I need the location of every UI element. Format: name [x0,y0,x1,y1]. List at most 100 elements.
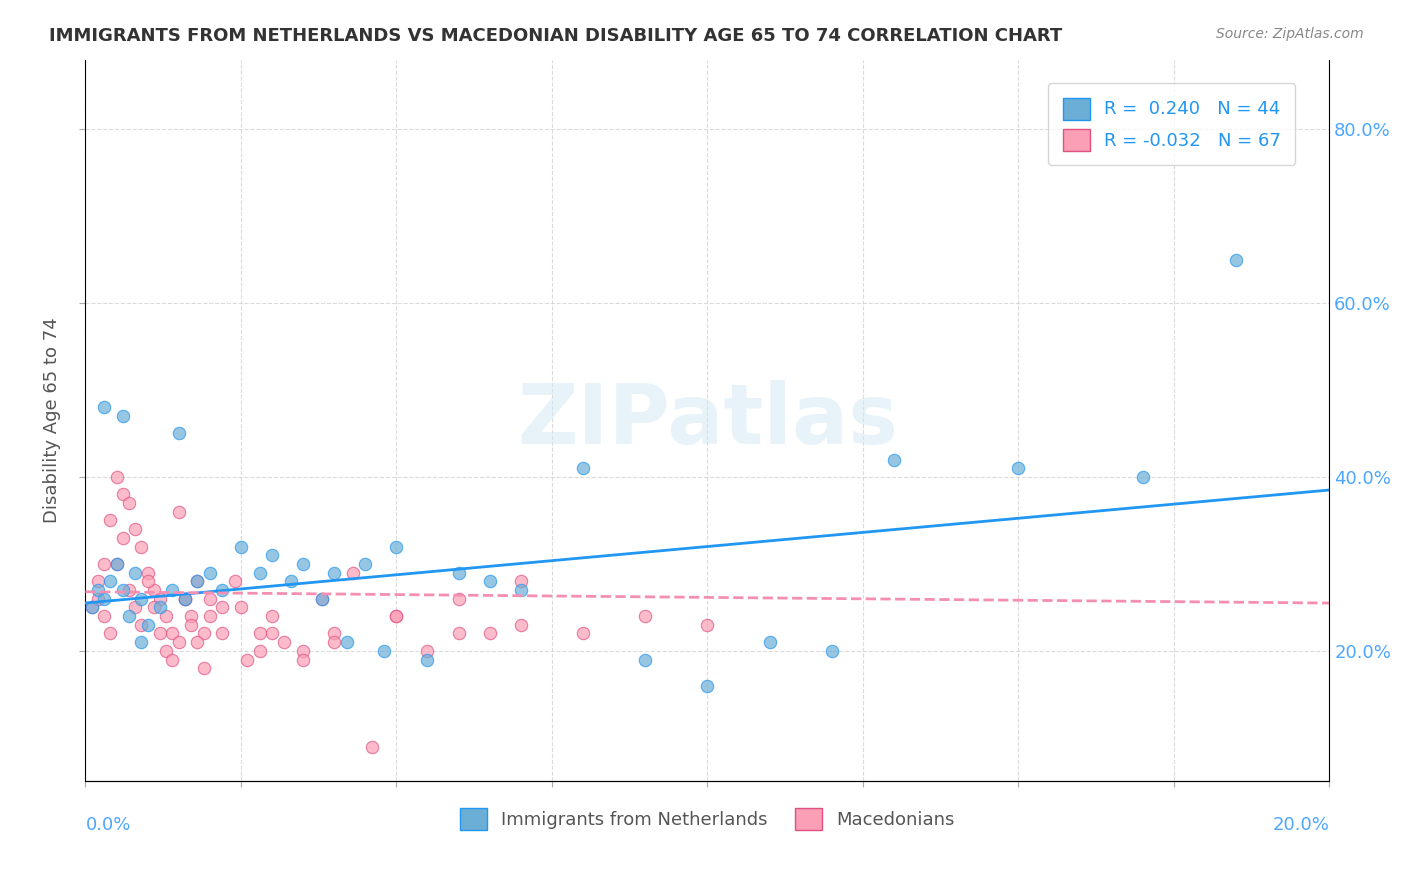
Point [80,600,103,615]
Point [131,591,153,606]
Point [249,566,271,580]
Point [236,652,259,666]
Point [167,505,190,519]
Point [131,635,153,649]
Point [149,591,172,606]
Point [224,574,246,589]
Point [118,609,141,624]
Point [292,557,315,571]
Point [342,566,364,580]
Text: 20.0%: 20.0% [1272,816,1329,834]
Point [821,644,844,658]
Point [478,626,501,640]
Point [111,487,134,501]
Point [98,574,121,589]
Point [93,591,115,606]
Point [292,644,315,658]
Point [416,652,439,666]
Point [111,409,134,423]
Point [131,540,153,554]
Point [311,591,333,606]
Text: IMMIGRANTS FROM NETHERLANDS VS MACEDONIAN DISABILITY AGE 65 TO 74 CORRELATION CH: IMMIGRANTS FROM NETHERLANDS VS MACEDONIA… [49,27,1063,45]
Point [136,617,159,632]
Point [354,557,377,571]
Point [93,557,115,571]
Point [193,661,215,675]
Point [509,617,531,632]
Point [478,574,501,589]
Point [634,609,657,624]
Point [385,609,408,624]
Point [124,522,146,536]
Point [98,513,121,527]
Point [142,600,165,615]
Point [93,401,115,415]
Point [260,626,283,640]
Point [323,566,346,580]
Point [447,626,470,640]
Point [174,591,197,606]
Point [634,652,657,666]
Point [229,540,252,554]
Point [174,591,197,606]
Point [572,461,595,475]
Point [447,591,470,606]
Point [198,609,221,624]
Point [416,644,439,658]
Point [93,609,115,624]
Point [180,609,202,624]
Point [105,557,128,571]
Point [323,626,346,640]
Point [273,635,295,649]
Point [360,739,382,754]
Point [292,652,315,666]
Point [509,574,531,589]
Point [131,617,153,632]
Point [249,644,271,658]
Point [186,574,208,589]
Point [373,644,395,658]
Point [385,540,408,554]
Point [696,679,718,693]
Point [155,644,177,658]
Point [198,591,221,606]
Point [80,600,103,615]
Point [87,574,110,589]
Point [447,566,470,580]
Point [118,582,141,597]
Point [193,626,215,640]
Point [174,591,197,606]
Point [186,635,208,649]
Point [149,626,172,640]
Point [87,582,110,597]
Point [1225,252,1247,267]
Point [229,600,252,615]
Point [162,582,184,597]
Point [167,635,190,649]
Point [149,600,172,615]
Point [87,591,110,606]
Y-axis label: Disability Age 65 to 74: Disability Age 65 to 74 [44,318,60,524]
Point [111,531,134,545]
Point [167,426,190,441]
Text: 0.0%: 0.0% [86,816,131,834]
Point [162,652,184,666]
Point [311,591,333,606]
Point [323,635,346,649]
Point [180,617,202,632]
Point [249,626,271,640]
Point [211,626,233,640]
Point [883,452,905,467]
Point [336,635,359,649]
Point [198,566,221,580]
Point [260,548,283,562]
Legend: R =  0.240   N = 44, R = -0.032   N = 67: R = 0.240 N = 44, R = -0.032 N = 67 [1047,83,1295,165]
Point [385,609,408,624]
Point [111,582,134,597]
Point [98,626,121,640]
Point [186,574,208,589]
Point [758,635,780,649]
Point [696,617,718,632]
Point [105,557,128,571]
Text: Source: ZipAtlas.com: Source: ZipAtlas.com [1216,27,1364,41]
